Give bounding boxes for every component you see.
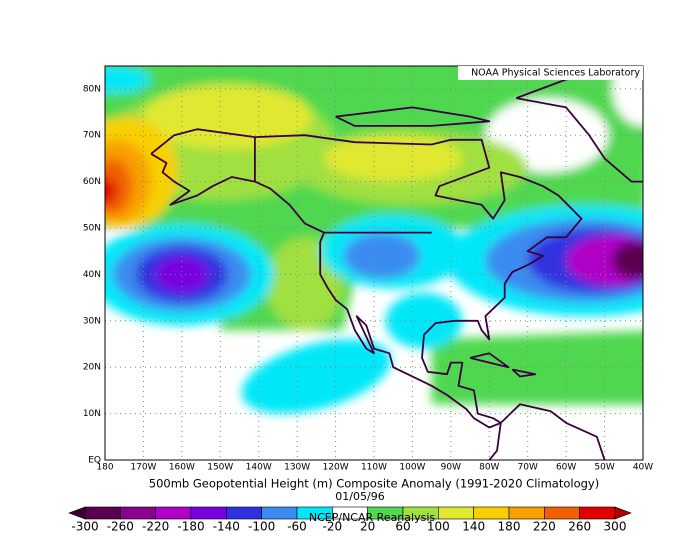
colorbar-segment	[579, 506, 616, 520]
colorbar-segment	[438, 506, 474, 520]
anomaly-region	[154, 255, 209, 293]
colorbar-label: -20	[323, 520, 343, 534]
north-america-coast	[150, 128, 583, 429]
lat-label: 20N	[83, 363, 101, 373]
lat-label: 70N	[83, 131, 101, 141]
lon-label: 160W	[169, 463, 195, 473]
colorbar-label: -260	[107, 520, 134, 534]
colorbar-label: -220	[142, 520, 169, 534]
lon-label: 110W	[361, 463, 387, 473]
hispaniola-coast	[511, 368, 537, 378]
colorbar-label: 60	[395, 520, 410, 534]
colorbar-label: 140	[462, 520, 485, 534]
colorbar-label: 220	[533, 520, 556, 534]
anomaly-region	[385, 292, 463, 349]
lat-label: 30N	[83, 316, 101, 326]
lon-label: 90W	[441, 463, 461, 473]
anomaly-region	[105, 66, 152, 94]
south-america-coast	[488, 403, 606, 460]
colorbar: -300 -260 -220 -180 -140 -100 -60 -20 20 60 100 140…	[68, 506, 632, 534]
colorbar-label: -60	[287, 520, 307, 534]
cuba-coast	[469, 352, 510, 369]
lon-label: 130W	[284, 463, 310, 473]
colorbar-segment	[508, 506, 545, 520]
colorbar-segment	[261, 506, 298, 520]
lon-label: 80W	[479, 463, 499, 473]
lon-label: 180	[96, 463, 113, 473]
coastlines	[150, 70, 643, 460]
colorbar-segment	[84, 506, 121, 520]
colorbar-under	[68, 506, 86, 520]
anomaly-region	[324, 135, 463, 182]
colorbar-label: -180	[177, 520, 204, 534]
colorbar-segment	[120, 506, 156, 520]
lat-label: 40N	[83, 270, 101, 280]
colorbar-label: -100	[248, 520, 275, 534]
lon-label: 70W	[518, 463, 538, 473]
lon-label: 120W	[323, 463, 349, 473]
colorbar-segment	[473, 506, 510, 520]
anomaly-region	[612, 241, 643, 280]
colorbar-segment	[544, 506, 580, 520]
colorbar-label: 300	[604, 520, 627, 534]
arctic-island-coast	[335, 106, 491, 127]
lon-label: 60W	[556, 463, 576, 473]
colorbar-label: 180	[498, 520, 521, 534]
colorbar-label: 100	[427, 520, 450, 534]
lon-label: 170W	[130, 463, 156, 473]
caption-title: 500mb Geopotential Height (m) Composite …	[149, 477, 599, 491]
credit-box	[458, 66, 643, 80]
lon-label: 40W	[633, 463, 653, 473]
anomaly-region	[241, 339, 392, 414]
colorbar-over	[614, 506, 632, 520]
credit: NOAA Physical Sciences Laboratory	[471, 68, 640, 79]
colorbar-segment	[226, 506, 262, 520]
map-frame	[104, 65, 644, 461]
colorbar-label: 260	[568, 520, 591, 534]
lon-label: 100W	[399, 463, 425, 473]
lon-label: 140W	[246, 463, 272, 473]
colorbar-label: -300	[71, 520, 98, 534]
lat-label: EQ	[88, 456, 101, 466]
lat-label: 50N	[83, 224, 101, 234]
anomaly-region	[612, 66, 643, 126]
lon-label: 50W	[594, 463, 614, 473]
lat-label: 60N	[83, 177, 101, 187]
anomaly-region	[105, 176, 117, 205]
caption-date: 01/05/96	[335, 490, 384, 503]
lat-label: 10N	[83, 409, 101, 419]
anomaly-region	[431, 330, 643, 405]
lat-label: 80N	[83, 84, 101, 94]
colorbar-segment	[190, 506, 227, 520]
colorbar-segment	[155, 506, 192, 520]
colorbar-label: -140	[213, 520, 240, 534]
caption-source: NCEP/NCAR Reanalysis	[309, 511, 435, 524]
anomaly-region	[343, 232, 421, 280]
colorbar-label: 20	[360, 520, 375, 534]
lon-label: 150W	[207, 463, 233, 473]
